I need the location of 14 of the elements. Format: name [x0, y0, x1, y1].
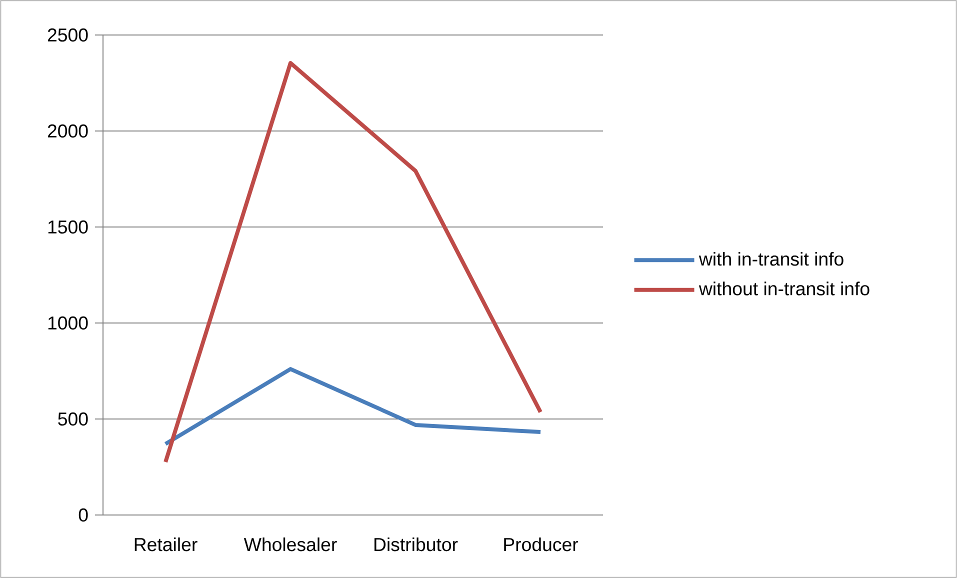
x-tick-label: Producer — [504, 537, 578, 552]
line-series — [164, 61, 543, 464]
legend-label: without in-transit info — [698, 282, 870, 296]
x-tick-label: Distributor — [374, 537, 458, 552]
y-tick-label: 1000 — [48, 316, 88, 330]
x-tick-label: Retailer — [134, 537, 198, 552]
legend-label: with in-transit info — [698, 252, 844, 266]
y-tick-label: 2500 — [48, 28, 88, 42]
x-tick-label: Wholesaler — [244, 537, 337, 552]
y-tick-label: 1500 — [48, 220, 88, 234]
y-tick-label: 500 — [58, 412, 88, 426]
line-series — [164, 367, 543, 446]
y-tick-label: 0 — [78, 508, 88, 522]
y-tick-label: 2000 — [48, 124, 88, 138]
